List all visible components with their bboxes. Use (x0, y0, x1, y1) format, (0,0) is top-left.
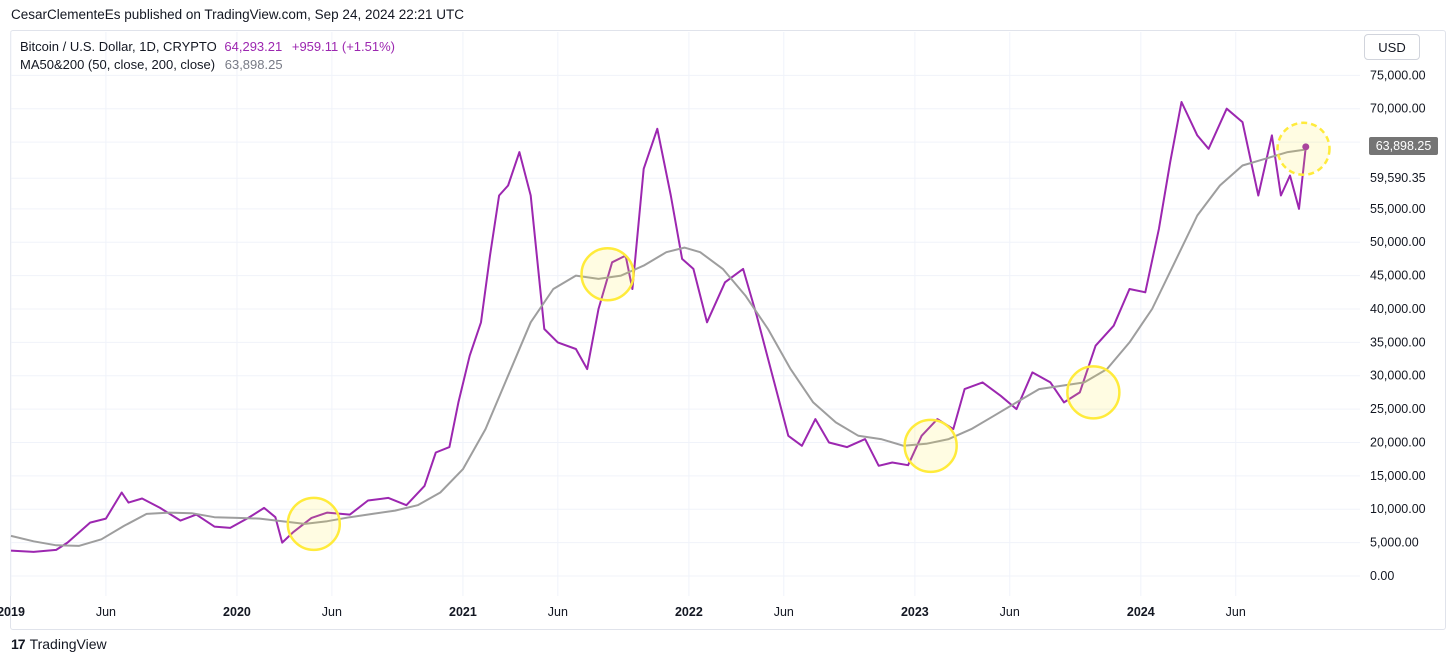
highlight-circle (286, 496, 342, 552)
y-tick-label: 50,000.00 (1370, 235, 1426, 249)
x-tick-label: 2024 (1127, 605, 1155, 619)
y-tick-label: 30,000.00 (1370, 369, 1426, 383)
y-tick-label: 0.00 (1370, 569, 1394, 583)
footer: 17 TradingView (11, 636, 107, 652)
x-tick-label: 2020 (223, 605, 251, 619)
symbol-name[interactable]: Bitcoin / U.S. Dollar, 1D, CRYPTO (20, 39, 217, 54)
x-tick-label: Jun (1000, 605, 1020, 619)
ma-indicator-value: 63,898.25 (224, 57, 283, 72)
x-tick-label: 2019 (0, 605, 25, 619)
y-tick-label: 10,000.00 (1370, 502, 1426, 516)
x-tick-label: Jun (96, 605, 116, 619)
x-tick-label: Jun (774, 605, 794, 619)
currency-button[interactable]: USD (1364, 34, 1420, 60)
tradingview-logo-icon: 17 (11, 636, 26, 652)
ma-series-line (10, 148, 1306, 547)
y-tick-label: 75,000.00 (1370, 68, 1426, 82)
ma-indicator-label[interactable]: MA50&200 (50, close, 200, close) (20, 57, 216, 72)
highlight-circle (903, 418, 958, 474)
y-tick-label: 40,000.00 (1370, 302, 1426, 316)
y-tick-label: 20,000.00 (1370, 435, 1426, 449)
x-tick-label: Jun (1226, 605, 1246, 619)
x-tick-label: 2023 (901, 605, 929, 619)
published-info: CesarClementeEs published on TradingView… (11, 7, 465, 22)
last-value-tag: 63,898.25 (1369, 137, 1438, 155)
x-tick-label: Jun (548, 605, 568, 619)
legend-symbol-row[interactable]: Bitcoin / U.S. Dollar, 1D, CRYPTO 64,293… (20, 38, 395, 56)
highlight-circle (1066, 365, 1121, 420)
last-price: 64,293.21 (224, 39, 283, 54)
price-change: +959.11 (+1.51%) (291, 39, 395, 54)
x-tick-label: Jun (322, 605, 342, 619)
y-tick-label: 70,000.00 (1370, 102, 1426, 116)
brand-name[interactable]: TradingView (29, 636, 107, 652)
x-tick-label: 2022 (675, 605, 703, 619)
y-tick-label: 25,000.00 (1370, 402, 1426, 416)
y-tick-label: 55,000.00 (1370, 202, 1426, 216)
x-tick-label: 2021 (449, 605, 477, 619)
y-tick-label: 59,590.35 (1370, 171, 1426, 185)
y-tick-label: 5,000.00 (1370, 536, 1419, 550)
y-tick-label: 35,000.00 (1370, 335, 1426, 349)
price-series-line (10, 101, 1307, 553)
chart-legend: Bitcoin / U.S. Dollar, 1D, CRYPTO 64,293… (20, 38, 395, 74)
y-tick-label: 45,000.00 (1370, 269, 1426, 283)
legend-ma-row[interactable]: MA50&200 (50, close, 200, close) 63,898.… (20, 56, 395, 74)
last-price-marker (1302, 143, 1310, 151)
y-tick-label: 15,000.00 (1370, 469, 1426, 483)
highlight-circle (1276, 121, 1331, 177)
highlight-circle (580, 247, 635, 302)
